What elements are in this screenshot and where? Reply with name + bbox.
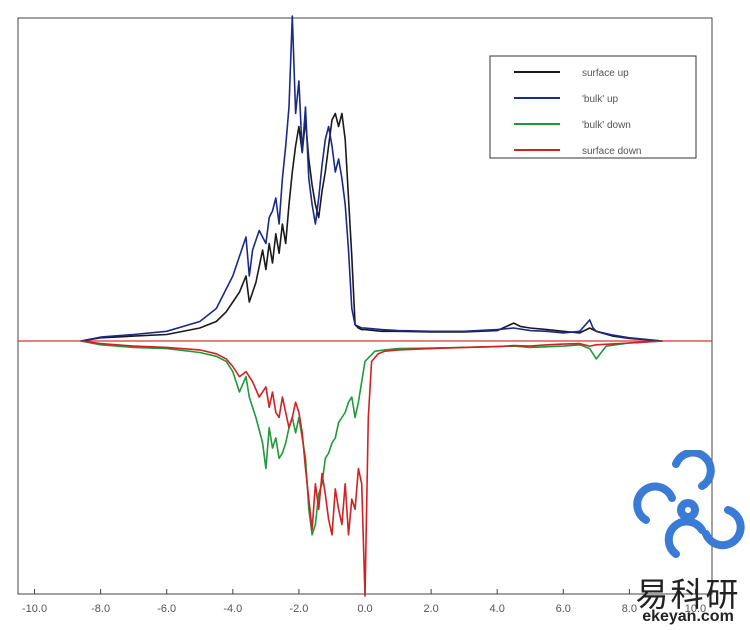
series-line-1 <box>80 15 663 342</box>
legend-box <box>489 55 697 159</box>
x-tick-label-10: 10.0 <box>685 603 706 615</box>
legend-label-1: 'bulk' up <box>582 94 619 105</box>
legend-label-0: surface up <box>582 68 629 79</box>
x-tick-label-9: 8.0 <box>622 603 637 615</box>
x-tick-label-4: -2.0 <box>289 603 308 615</box>
x-axis: -10.0 -8.0 -6.0 -4.0 -2.0 0.0 2.0 4.0 6.0 8.0 10.0 <box>22 589 706 615</box>
legend-label-2: 'bulk' down <box>582 120 631 131</box>
series-line-3 <box>80 340 663 597</box>
watermark-url: ekeyan.com <box>642 608 734 625</box>
series-layer <box>80 15 663 597</box>
series-line-0 <box>80 112 663 342</box>
legend: surface up 'bulk' up 'bulk' down surface do… <box>489 55 697 159</box>
x-tick-label-5: 0.0 <box>357 603 372 615</box>
x-tick-label-8: 6.0 <box>556 603 571 615</box>
x-tick-label-2: -6.0 <box>157 603 176 615</box>
ekeyan-logo-icon <box>633 448 745 558</box>
x-tick-label-3: -4.0 <box>223 603 242 615</box>
watermark: 易科研 ekeyan.com <box>626 448 750 630</box>
x-tick-label-6: 2.0 <box>423 603 438 615</box>
watermark-cn-text: 易科研 <box>635 575 741 614</box>
x-tick-label-0: -10.0 <box>22 603 47 615</box>
x-tick-label-1: -8.0 <box>91 603 110 615</box>
x-tick-label-7: 4.0 <box>490 603 505 615</box>
legend-label-3: surface down <box>582 146 641 157</box>
